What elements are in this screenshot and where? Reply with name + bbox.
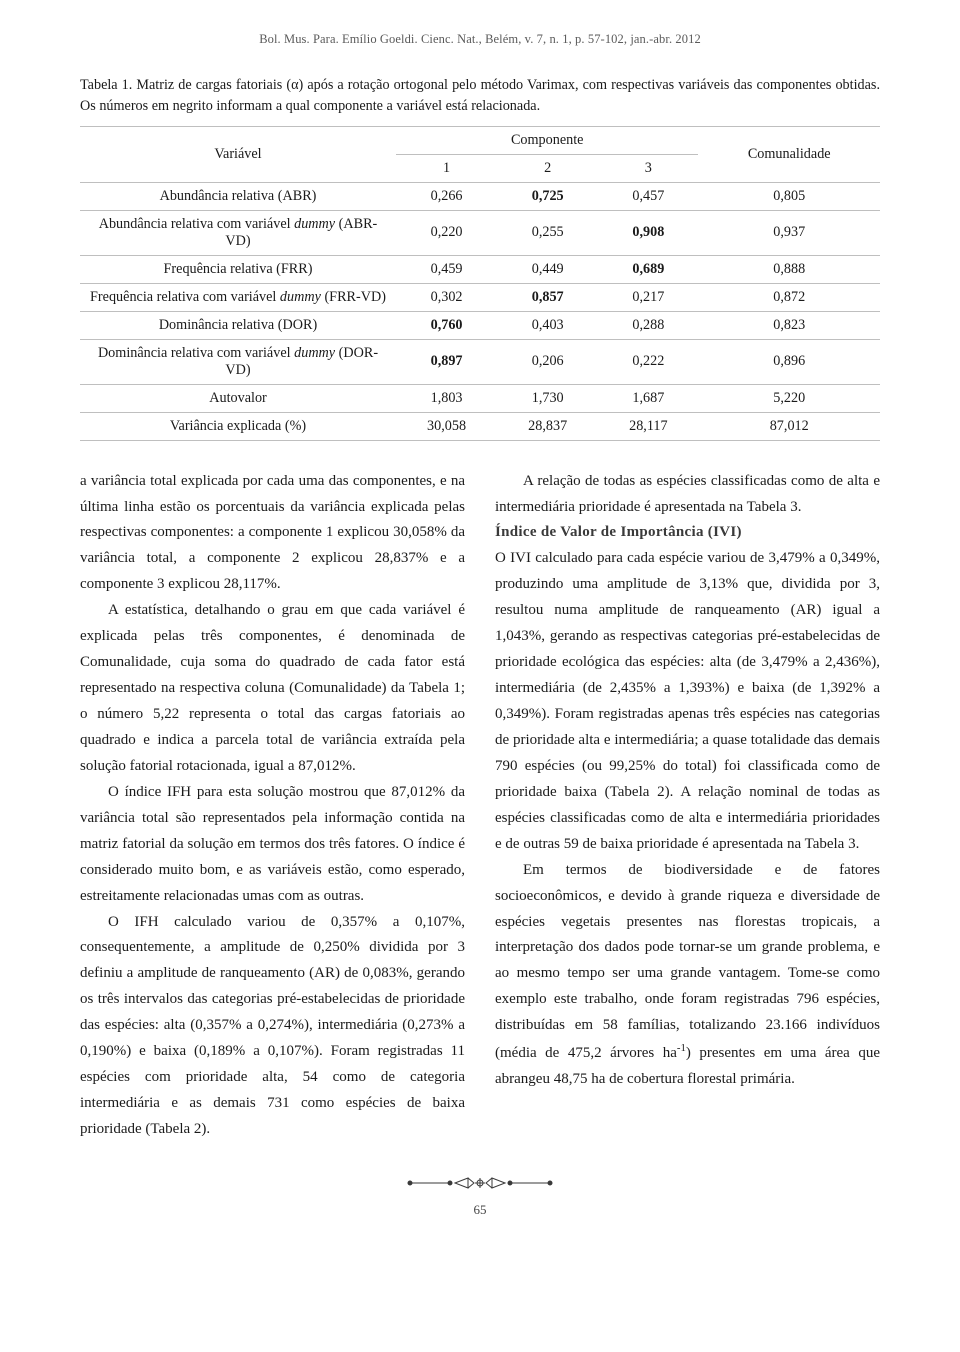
cell-c1: 0,760 [396,311,497,339]
cell-variavel: Dominância relativa (DOR) [80,311,396,339]
th-comunalidade: Comunalidade [698,126,880,182]
cell-c1: 0,897 [396,339,497,384]
cell-com: 5,220 [698,384,880,412]
th-c1: 1 [396,154,497,182]
cell-c2: 0,255 [497,210,598,255]
para-l4: O IFH calculado variou de 0,357% a 0,107… [80,910,465,1143]
cell-com: 0,872 [698,283,880,311]
th-variavel: Variável [80,126,396,182]
para-l3: O índice IFH para esta solução mostrou q… [80,780,465,910]
cell-c2: 0,857 [497,283,598,311]
cell-variavel: Abundância relativa com variável dummy (… [80,210,396,255]
cell-variavel: Variância explicada (%) [80,412,396,440]
cell-c3: 0,689 [598,255,698,283]
para-r3: Em termos de biodiversidade e de fatores… [495,858,880,1093]
table-row: Dominância relativa com variável dummy (… [80,339,880,384]
cell-c3: 0,217 [598,283,698,311]
para-r2: O IVI calculado para cada espécie variou… [495,546,880,857]
table-caption: Tabela 1. Matriz de cargas fatoriais (α)… [80,75,880,118]
cell-c3: 0,222 [598,339,698,384]
table-row: Frequência relativa (FRR)0,4590,4490,689… [80,255,880,283]
cell-c1: 1,803 [396,384,497,412]
table-row: Abundância relativa com variável dummy (… [80,210,880,255]
table-row: Autovalor1,8031,7301,6875,220 [80,384,880,412]
cell-c3: 0,457 [598,182,698,210]
cell-com: 0,888 [698,255,880,283]
cell-c2: 28,837 [497,412,598,440]
cell-c2: 0,403 [497,311,598,339]
cell-com: 0,823 [698,311,880,339]
cell-c1: 30,058 [396,412,497,440]
cell-c3: 0,908 [598,210,698,255]
left-column: a variância total explicada por cada uma… [80,469,465,1143]
para-l1: a variância total explicada por cada uma… [80,469,465,599]
cell-c1: 0,459 [396,255,497,283]
table-row: Frequência relativa com variável dummy (… [80,283,880,311]
cell-c1: 0,266 [396,182,497,210]
cell-c3: 1,687 [598,384,698,412]
cell-c2: 0,725 [497,182,598,210]
cell-c3: 0,288 [598,311,698,339]
cell-variavel: Dominância relativa com variável dummy (… [80,339,396,384]
cell-variavel: Abundância relativa (ABR) [80,182,396,210]
table-row: Dominância relativa (DOR)0,7600,4030,288… [80,311,880,339]
cell-com: 0,937 [698,210,880,255]
cell-variavel: Frequência relativa com variável dummy (… [80,283,396,311]
factor-loadings-table: Variável Componente Comunalidade 1 2 3 A… [80,126,880,441]
th-c3: 3 [598,154,698,182]
cell-variavel: Autovalor [80,384,396,412]
page-ornament [80,1171,880,1192]
cell-c2: 0,449 [497,255,598,283]
cell-com: 0,805 [698,182,880,210]
cell-com: 0,896 [698,339,880,384]
cell-variavel: Frequência relativa (FRR) [80,255,396,283]
right-column: A relação de todas as espécies classific… [495,469,880,1143]
cell-c2: 1,730 [497,384,598,412]
cell-c3: 28,117 [598,412,698,440]
running-head: Bol. Mus. Para. Emílio Goeldi. Cienc. Na… [80,32,880,47]
section-head-ivi: Índice de Valor de Importância (IVI) [495,520,880,546]
cell-c2: 0,206 [497,339,598,384]
th-c2: 2 [497,154,598,182]
page-number: 65 [80,1202,880,1218]
th-componente: Componente [396,126,698,154]
cell-c1: 0,220 [396,210,497,255]
table-row: Variância explicada (%)30,05828,83728,11… [80,412,880,440]
table-row: Abundância relativa (ABR)0,2660,7250,457… [80,182,880,210]
cell-c1: 0,302 [396,283,497,311]
cell-com: 87,012 [698,412,880,440]
para-l2: A estatística, detalhando o grau em que … [80,598,465,780]
para-r1: A relação de todas as espécies classific… [495,469,880,521]
